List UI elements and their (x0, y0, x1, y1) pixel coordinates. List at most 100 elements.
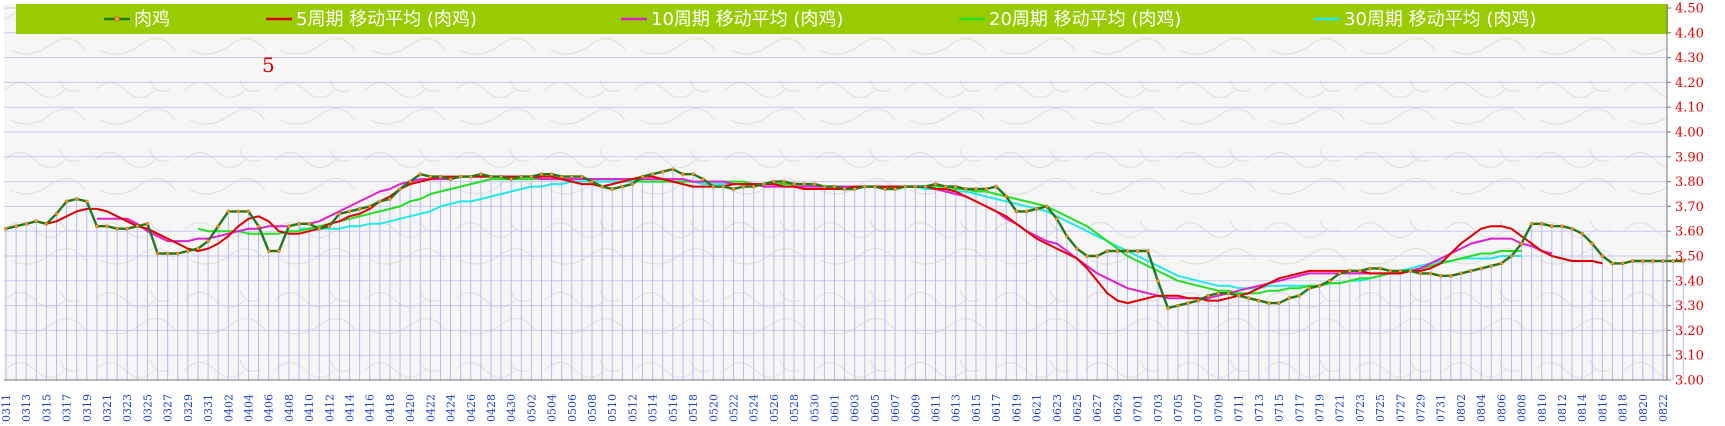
point-29 (297, 221, 301, 226)
y-tick-label-1: 3.10 (1675, 349, 1704, 364)
point-156 (1580, 231, 1585, 236)
point-124 (1257, 298, 1261, 303)
marker-group (4, 167, 1686, 310)
point-164 (1661, 259, 1665, 263)
point-114 (1155, 278, 1160, 283)
point-116 (1176, 303, 1180, 308)
y-tick-label-8: 3.80 (1675, 175, 1704, 190)
x-tick-label-44: 0607 (889, 394, 902, 422)
point-147 (1489, 264, 1494, 268)
y-axis-ticks: 3.00 3.10 3.20 3.30 3.40 3.50 3.60 3.70 3.80 3.90… (1667, 2, 1704, 389)
point-22 (226, 209, 231, 214)
point-151 (1529, 221, 1534, 226)
point-19 (196, 246, 200, 251)
point-87 (883, 187, 887, 191)
point-93 (943, 184, 948, 189)
point-57 (580, 174, 584, 179)
point-40 (408, 179, 412, 184)
point-110 (1115, 249, 1120, 253)
x-tick-label-23: 0426 (465, 394, 478, 422)
x-tick-label-69: 0727 (1394, 394, 1407, 422)
point-33 (337, 211, 342, 216)
x-tick-label-12: 0404 (243, 394, 256, 422)
x-tick-label-18: 0416 (364, 394, 377, 422)
point-106 (1075, 246, 1079, 251)
point-129 (1307, 286, 1312, 291)
point-16 (165, 251, 170, 256)
point-63 (640, 174, 645, 179)
point-1 (14, 224, 18, 229)
y-tick-label-9: 3.90 (1675, 150, 1704, 165)
point-122 (1236, 293, 1241, 298)
point-77 (782, 179, 786, 184)
point-76 (772, 179, 776, 184)
x-tick-label-62: 0713 (1253, 394, 1266, 422)
point-41 (418, 172, 423, 177)
x-tick-label-72: 0802 (1455, 394, 1468, 422)
point-80 (812, 182, 817, 186)
x-tick-label-82: 0822 (1657, 394, 1670, 422)
point-99 (1004, 194, 1009, 199)
point-162 (1640, 259, 1645, 263)
x-tick-label-64: 0717 (1293, 394, 1306, 422)
x-tick-label-27: 0504 (546, 394, 559, 422)
x-tick-label-16: 0412 (323, 394, 336, 422)
point-125 (1267, 301, 1271, 305)
point-96 (974, 187, 978, 191)
point-48 (489, 174, 493, 179)
point-59 (600, 184, 604, 189)
point-44 (448, 177, 453, 181)
point-23 (236, 209, 241, 214)
x-tick-label-0: 0311 (0, 394, 13, 422)
point-144 (1459, 271, 1463, 276)
point-145 (1469, 269, 1473, 273)
x-tick-label-79: 0816 (1596, 394, 1609, 422)
point-120 (1216, 291, 1221, 296)
point-34 (347, 209, 352, 214)
x-tick-label-78: 0814 (1576, 394, 1589, 422)
x-tick-label-46: 0611 (930, 394, 943, 422)
gridlines (4, 7, 1667, 381)
point-101 (1024, 209, 1029, 214)
x-tick-label-53: 0625 (1071, 394, 1084, 422)
x-tick-label-34: 0518 (687, 394, 700, 422)
point-98 (994, 184, 999, 189)
point-73 (741, 184, 746, 189)
x-tick-label-58: 0705 (1172, 394, 1185, 422)
point-13 (135, 224, 140, 229)
x-tick-label-56: 0701 (1132, 394, 1145, 422)
y-tick-label-14: 4.40 (1675, 26, 1704, 41)
x-tick-label-63: 0715 (1273, 394, 1286, 422)
point-121 (1226, 291, 1231, 296)
x-tick-label-28: 0506 (566, 394, 579, 422)
point-24 (246, 209, 251, 214)
point-6 (64, 199, 69, 204)
x-tick-label-35: 0520 (707, 394, 720, 422)
x-tick-label-43: 0605 (869, 394, 882, 422)
x-tick-label-29: 0508 (586, 394, 599, 422)
x-tick-label-80: 0818 (1617, 394, 1630, 422)
point-46 (468, 174, 473, 179)
point-8 (84, 199, 89, 204)
point-97 (984, 187, 988, 191)
point-70 (711, 184, 716, 189)
point-86 (873, 184, 877, 189)
point-131 (1327, 278, 1332, 283)
x-tick-label-10: 0331 (202, 394, 215, 422)
point-51 (519, 174, 524, 179)
point-21 (216, 224, 221, 229)
x-tick-label-65: 0719 (1314, 394, 1327, 422)
plot-background (4, 4, 1667, 380)
point-38 (388, 197, 392, 201)
point-117 (1186, 301, 1190, 305)
point-134 (1358, 269, 1362, 273)
y-tick-label-2: 3.20 (1675, 324, 1704, 339)
y-tick-label-12: 4.20 (1675, 76, 1704, 91)
x-tick-label-19: 0418 (384, 394, 397, 422)
point-102 (1034, 207, 1039, 211)
point-56 (569, 174, 574, 179)
x-tick-label-11: 0402 (222, 394, 235, 422)
point-148 (1499, 261, 1504, 266)
point-108 (1095, 254, 1100, 258)
